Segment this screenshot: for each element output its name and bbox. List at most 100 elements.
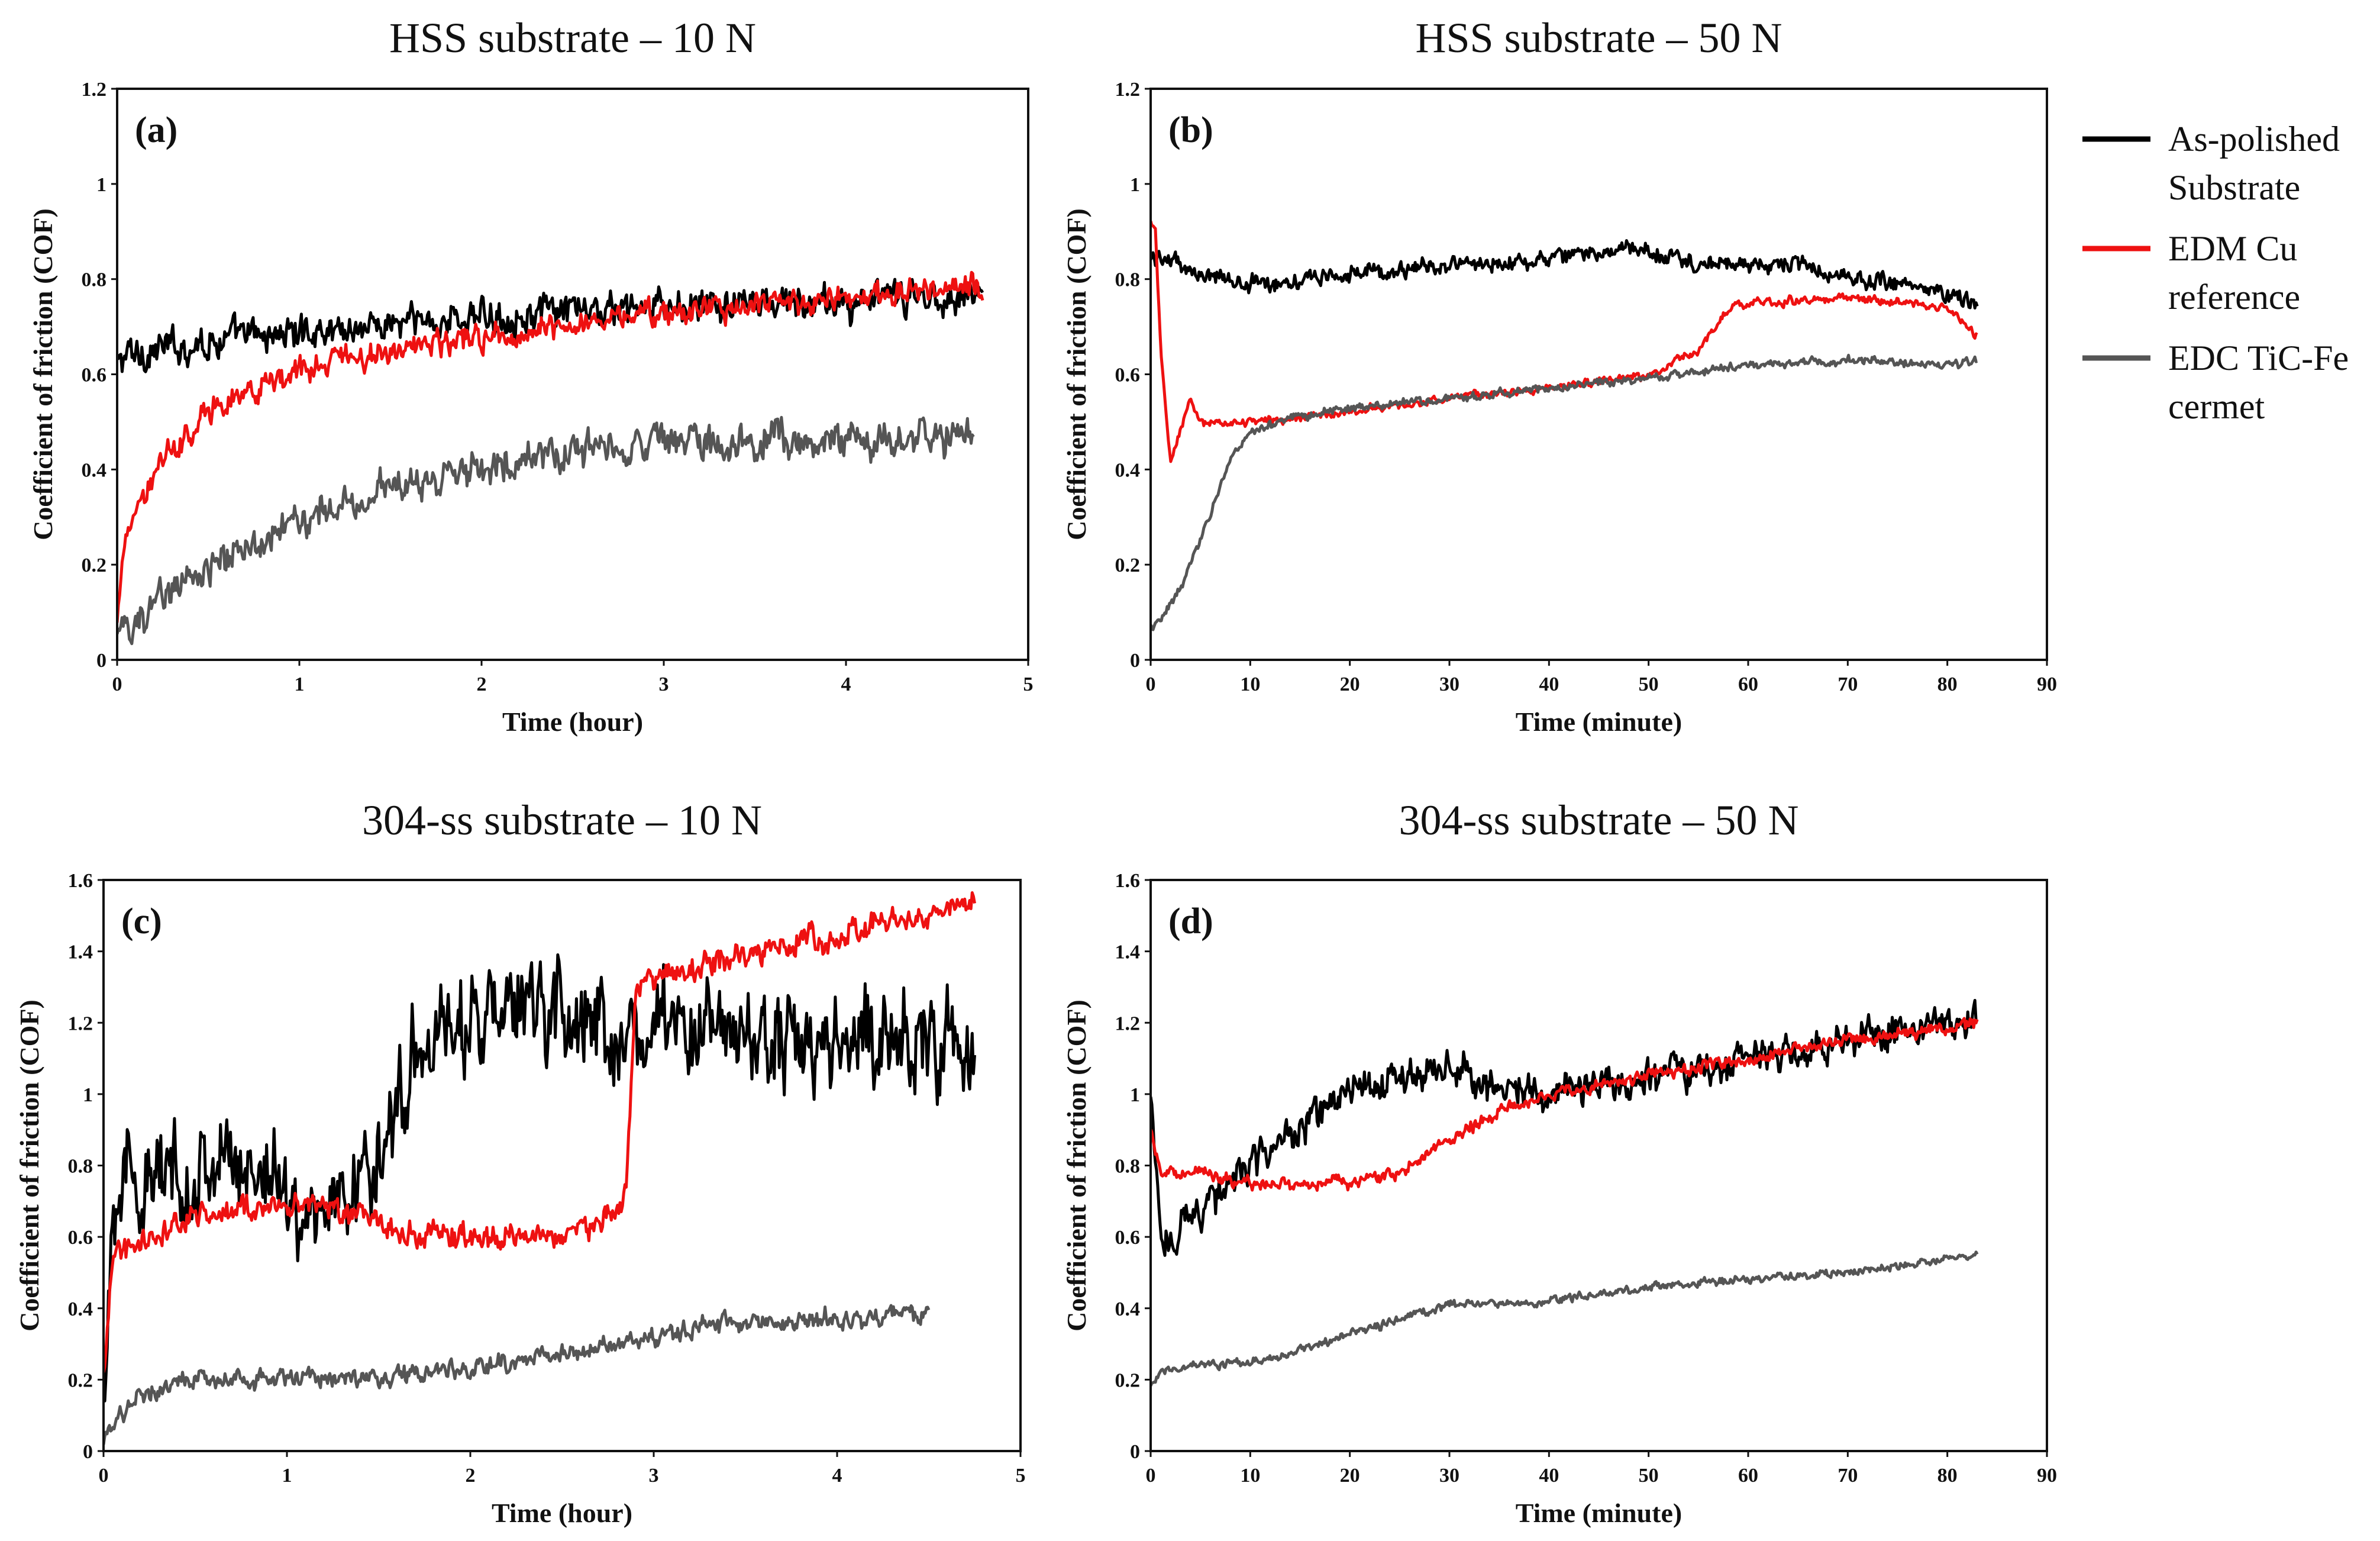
y-tick-label: 1.6 bbox=[68, 870, 93, 892]
x-tick-label: 3 bbox=[649, 1465, 659, 1487]
x-tick-label: 70 bbox=[1838, 673, 1858, 695]
series-line-edc-tic-fe-cermet bbox=[1151, 1250, 1979, 1387]
x-tick-label: 2 bbox=[477, 673, 487, 695]
y-tick-label: 0.8 bbox=[1115, 269, 1141, 291]
x-tick-label: 70 bbox=[1838, 1465, 1858, 1487]
panel-label: (d) bbox=[1168, 901, 1213, 942]
y-axis-title: Coefficient of friction (COF) bbox=[1061, 208, 1091, 540]
legend-entry-2: EDM Cu reference bbox=[2082, 229, 2300, 317]
x-tick-label: 0 bbox=[1146, 673, 1156, 695]
legend-label: EDC TiC-Fe bbox=[2168, 338, 2349, 378]
series-group bbox=[117, 270, 984, 646]
y-tick-label: 0.4 bbox=[82, 459, 107, 481]
x-tick-label: 0 bbox=[99, 1465, 109, 1487]
x-tick-label: 90 bbox=[2037, 673, 2057, 695]
legend-entry-3: EDC TiC-Fe cermet bbox=[2082, 338, 2349, 426]
panel-label: (b) bbox=[1168, 110, 1213, 150]
y-tick-label: 1.2 bbox=[1115, 79, 1141, 101]
series-line-edm-cu-reference bbox=[104, 891, 976, 1373]
x-tick-label: 10 bbox=[1240, 673, 1260, 695]
series-group bbox=[104, 891, 976, 1445]
y-tick-label: 0.6 bbox=[1115, 1227, 1141, 1249]
y-tick-label: 1 bbox=[1130, 1084, 1140, 1106]
x-tick-label: 30 bbox=[1439, 1465, 1459, 1487]
legend-label: As-polished bbox=[2168, 120, 2340, 159]
y-tick-label: 0.4 bbox=[1115, 1298, 1141, 1320]
x-tick-label: 40 bbox=[1539, 673, 1559, 695]
y-tick-label: 0 bbox=[1130, 650, 1140, 672]
x-tick-label: 0 bbox=[112, 673, 122, 695]
panel-title: HSS substrate – 10 N bbox=[389, 14, 756, 62]
y-tick-label: 0.2 bbox=[1115, 1369, 1141, 1391]
x-tick-label: 1 bbox=[282, 1465, 292, 1487]
legend-label: reference bbox=[2168, 278, 2300, 317]
chart-panel-a: HSS substrate – 10 N 0 0.2 0.4 0.6 0.8 1 1.2 0 1 2… bbox=[28, 14, 1034, 737]
series-line-edc-tic-fe-cermet bbox=[117, 415, 975, 646]
x-tick-label: 20 bbox=[1340, 673, 1360, 695]
x-tick-label: 5 bbox=[1023, 673, 1034, 695]
x-tick-label: 2 bbox=[466, 1465, 476, 1487]
x-tick-label: 50 bbox=[1639, 1465, 1659, 1487]
y-tick-label: 1.2 bbox=[1115, 1013, 1141, 1034]
series-line-edm-cu-reference bbox=[1151, 1017, 1979, 1192]
x-tick-label: 60 bbox=[1738, 1465, 1758, 1487]
y-tick-label: 0.4 bbox=[68, 1298, 93, 1320]
y-tick-label: 0.2 bbox=[68, 1369, 93, 1391]
y-tick-label: 0.6 bbox=[1115, 365, 1141, 386]
panel-label: (a) bbox=[135, 110, 177, 150]
x-tick-label: 4 bbox=[832, 1465, 842, 1487]
panel-title: 304-ss substrate – 50 N bbox=[1399, 797, 1799, 844]
series-line-as-polished-substrate bbox=[117, 278, 984, 373]
y-tick-label: 0.8 bbox=[82, 269, 107, 291]
x-tick-label: 3 bbox=[659, 673, 669, 695]
x-axis-title: Time (minute) bbox=[1516, 707, 1683, 737]
series-line-edc-tic-fe-cermet bbox=[1151, 353, 1978, 631]
y-tick-label: 0.2 bbox=[1115, 554, 1141, 576]
legend-label: Substrate bbox=[2168, 168, 2300, 207]
x-axis-title: Time (hour) bbox=[502, 707, 643, 737]
y-axis-title: Coefficient of friction (COF) bbox=[14, 1000, 44, 1332]
chart-panel-d: 304-ss substrate – 50 N 0 0.2 0.4 0.6 0.8 1 1.2… bbox=[1061, 797, 2057, 1528]
series-line-edc-tic-fe-cermet bbox=[104, 1304, 931, 1445]
y-tick-label: 0.2 bbox=[82, 554, 107, 576]
series-line-as-polished-substrate bbox=[1151, 239, 1979, 310]
legend-entry-1: As-polished Substrate bbox=[2082, 120, 2340, 207]
x-axis-title: Time (hour) bbox=[492, 1498, 632, 1528]
y-tick-label: 0 bbox=[83, 1441, 93, 1463]
chart-panel-b: HSS substrate – 50 N 0 0.2 0.4 0.6 0.8 1 1.2 0 10… bbox=[1061, 14, 2057, 737]
y-tick-label: 1.4 bbox=[1115, 942, 1141, 963]
x-tick-label: 20 bbox=[1340, 1465, 1360, 1487]
x-tick-label: 80 bbox=[1937, 673, 1958, 695]
series-group bbox=[1151, 999, 1979, 1387]
y-tick-label: 0 bbox=[1130, 1441, 1140, 1463]
x-tick-label: 50 bbox=[1639, 673, 1659, 695]
legend-label: EDM Cu bbox=[2168, 229, 2297, 268]
y-tick-label: 0.4 bbox=[1115, 459, 1141, 481]
x-tick-label: 0 bbox=[1146, 1465, 1156, 1487]
plot-frame bbox=[1149, 88, 2048, 661]
legend: As-polished Substrate EDM Cu reference EDC T… bbox=[2082, 120, 2349, 426]
y-tick-label: 1.4 bbox=[68, 942, 93, 963]
series-line-as-polished-substrate bbox=[104, 953, 976, 1403]
y-tick-label: 1 bbox=[83, 1084, 93, 1106]
y-tick-label: 0.6 bbox=[82, 365, 107, 386]
y-tick-label: 1 bbox=[96, 174, 106, 196]
y-tick-label: 0.6 bbox=[68, 1227, 93, 1249]
series-group bbox=[1151, 220, 1979, 631]
x-tick-label: 30 bbox=[1439, 673, 1459, 695]
x-tick-label: 1 bbox=[295, 673, 305, 695]
x-tick-label: 40 bbox=[1539, 1465, 1559, 1487]
legend-label: cermet bbox=[2168, 387, 2265, 426]
plot-frame bbox=[116, 88, 1029, 661]
x-tick-label: 10 bbox=[1240, 1465, 1260, 1487]
y-tick-label: 0.8 bbox=[68, 1156, 93, 1178]
chart-panels: HSS substrate – 10 N 0 0.2 0.4 0.6 0.8 1 1.2 0 1 2… bbox=[14, 14, 2057, 1528]
panel-title: 304-ss substrate – 10 N bbox=[362, 797, 762, 844]
y-tick-label: 0 bbox=[96, 650, 106, 672]
x-tick-label: 5 bbox=[1016, 1465, 1026, 1487]
y-tick-label: 1.2 bbox=[68, 1013, 93, 1034]
y-tick-label: 1.6 bbox=[1115, 870, 1141, 892]
y-axis-title: Coefficient of friction (COF) bbox=[1061, 1000, 1091, 1332]
series-line-edm-cu-reference bbox=[117, 270, 984, 623]
panel-title: HSS substrate – 50 N bbox=[1415, 14, 1782, 62]
